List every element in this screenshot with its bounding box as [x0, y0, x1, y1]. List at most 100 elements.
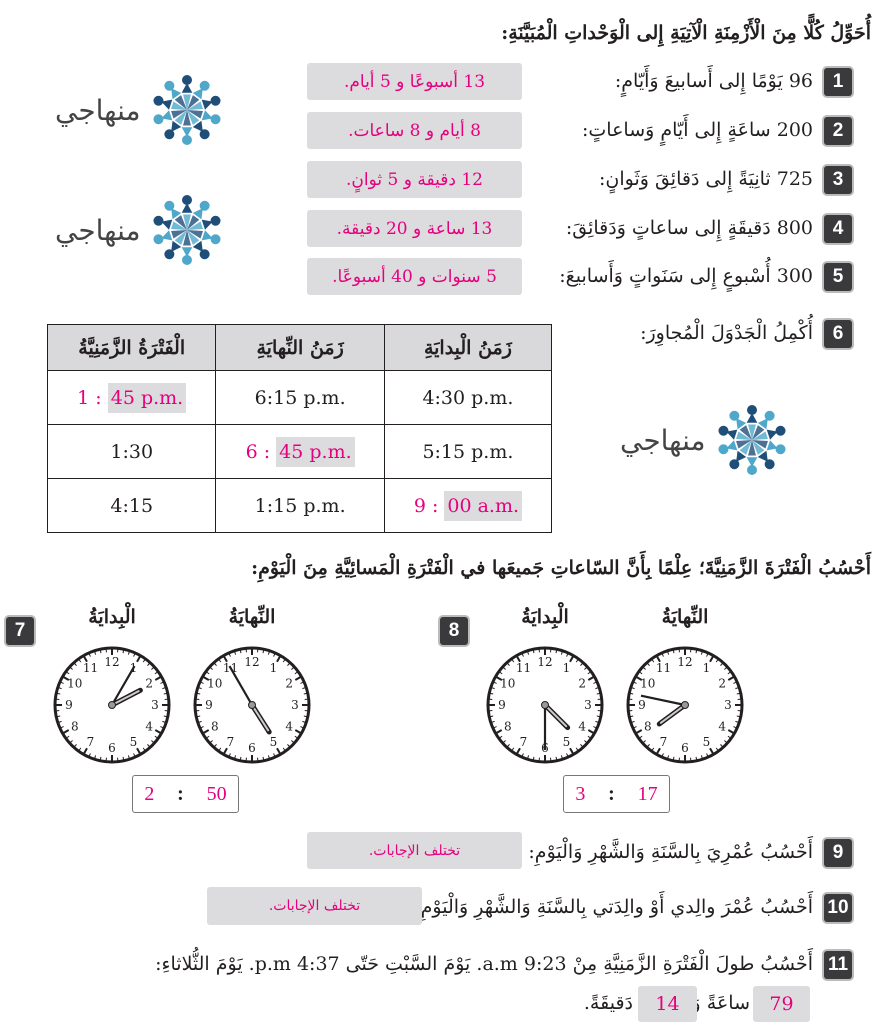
logo-petal: [735, 431, 752, 440]
logo-petal: [746, 413, 757, 423]
clock-tick: [273, 652, 276, 657]
answer-box[interactable]: تختلف الإجابات.: [307, 832, 522, 869]
clock-number: 8: [504, 720, 512, 734]
logo-petal: [170, 120, 181, 132]
logo-petal: [186, 221, 203, 230]
logo-petal: [186, 110, 203, 119]
end-cell[interactable]: 6 : 45 p.m.: [215, 424, 385, 479]
clock-tick: [62, 729, 70, 735]
clock-tick: [267, 755, 271, 760]
start-cell[interactable]: 9 : 00 a.m.: [383, 478, 553, 533]
clock-tick: [300, 726, 305, 729]
clock-tick: [655, 747, 661, 755]
minute-hand: [640, 694, 686, 707]
clock-tick: [282, 747, 286, 752]
logo-emblem-icon: [717, 405, 786, 475]
answer-box[interactable]: 13 ساعة و 20 دقيقة.: [307, 210, 522, 247]
clock-pivot: [541, 701, 549, 709]
clock-number: 12: [537, 655, 552, 669]
clock-tick: [489, 692, 494, 695]
logo-petal: [725, 429, 737, 440]
clock-number: 2: [145, 677, 153, 691]
clock-tick: [147, 662, 151, 666]
clock-tick: [490, 686, 495, 690]
hours-answer-box[interactable]: 79: [753, 986, 810, 1022]
logo-petal: [192, 208, 203, 220]
logo-dot: [199, 249, 210, 260]
logo-petal: [186, 110, 199, 125]
logo-petal: [170, 208, 181, 220]
answer-box[interactable]: 13 أسبوعًا و 5 أيام.: [307, 63, 522, 100]
clock-tick: [267, 650, 271, 655]
logo-petal: [757, 450, 768, 462]
answer-box[interactable]: 5 سنوات و 40 أسبوعًا.: [307, 258, 522, 295]
duration-result[interactable]: 3 : 17: [563, 775, 670, 813]
clock-tick: [736, 715, 741, 718]
clock-number: 12: [104, 655, 119, 669]
duration-cell[interactable]: 1 : 45 p.m.: [46, 370, 217, 425]
logo-petal: [747, 424, 756, 440]
clock-tick: [160, 726, 165, 729]
clock-tick: [695, 649, 698, 654]
clock-tick: [515, 655, 521, 663]
logo-petal: [751, 440, 764, 455]
logo-dot: [717, 444, 728, 455]
clock-tick: [706, 652, 709, 657]
answer-box[interactable]: 12 دقيقة و 5 ثوانٍ.: [307, 161, 522, 198]
clock-number: 10: [67, 677, 82, 691]
clock-tick: [163, 715, 168, 718]
logo-petal: [192, 120, 203, 132]
logo-dot: [163, 80, 174, 91]
clock-tick: [154, 671, 159, 675]
clock-tick: [587, 671, 592, 675]
clock-tick: [213, 662, 217, 666]
clock-tick: [136, 655, 142, 663]
clock-tick: [492, 681, 497, 684]
hour-hand-fill: [544, 704, 568, 728]
clock-number: 3: [291, 698, 299, 712]
clock-tick: [233, 755, 237, 760]
clock-tick: [302, 686, 307, 690]
logo-petal: [182, 110, 191, 126]
header-start: زَمَنُ الْبِدايَةِ: [383, 324, 553, 371]
clock-tick: [672, 756, 675, 761]
duration-result[interactable]: 2 : 50: [132, 775, 239, 813]
clock-tick: [69, 740, 73, 744]
clock-tick: [569, 655, 575, 663]
minutes-answer-box[interactable]: 14: [638, 986, 697, 1022]
clock-tick: [526, 755, 530, 760]
end-cell: 6:15 p.m.: [215, 370, 385, 425]
clock-number: 4: [285, 720, 293, 734]
clock-tick: [511, 658, 515, 663]
logo-text: منهاجي: [620, 423, 706, 457]
clock-tick: [638, 735, 643, 739]
logo-petal: [182, 214, 191, 230]
manhaji-logo: منهاجي: [55, 190, 227, 270]
clock-tick: [724, 740, 728, 744]
cell-answer: 00 a.m.: [444, 490, 523, 521]
answer-box[interactable]: تختلف الإجابات.: [207, 887, 422, 925]
logo-dot: [152, 95, 163, 106]
logo-petal: [725, 440, 737, 451]
clock-tick: [209, 666, 213, 670]
logo-text: منهاجي: [55, 93, 141, 127]
clock-number: 6: [248, 741, 256, 755]
clock-tick: [580, 662, 584, 666]
clock-tick: [202, 729, 210, 735]
logo-petal: [186, 215, 199, 230]
clock-tick: [632, 726, 637, 729]
logo-dot: [210, 234, 221, 245]
logo-petal: [160, 219, 172, 230]
clock-number: 2: [285, 677, 293, 691]
question-badge: 5: [824, 263, 852, 291]
answer-box[interactable]: 8 أيام و 8 ساعات.: [307, 112, 522, 149]
clock-tick: [630, 720, 635, 724]
logo-petal: [182, 94, 191, 110]
logo-dot: [210, 215, 221, 226]
clock-tick: [506, 662, 510, 666]
manhaji-logo: منهاجي: [55, 70, 227, 150]
clock-tick: [532, 649, 535, 654]
hour-hand-fill: [251, 704, 270, 732]
clock-tick: [65, 671, 70, 675]
header-end: زَمَنُ النِّهايَةِ: [215, 324, 385, 371]
